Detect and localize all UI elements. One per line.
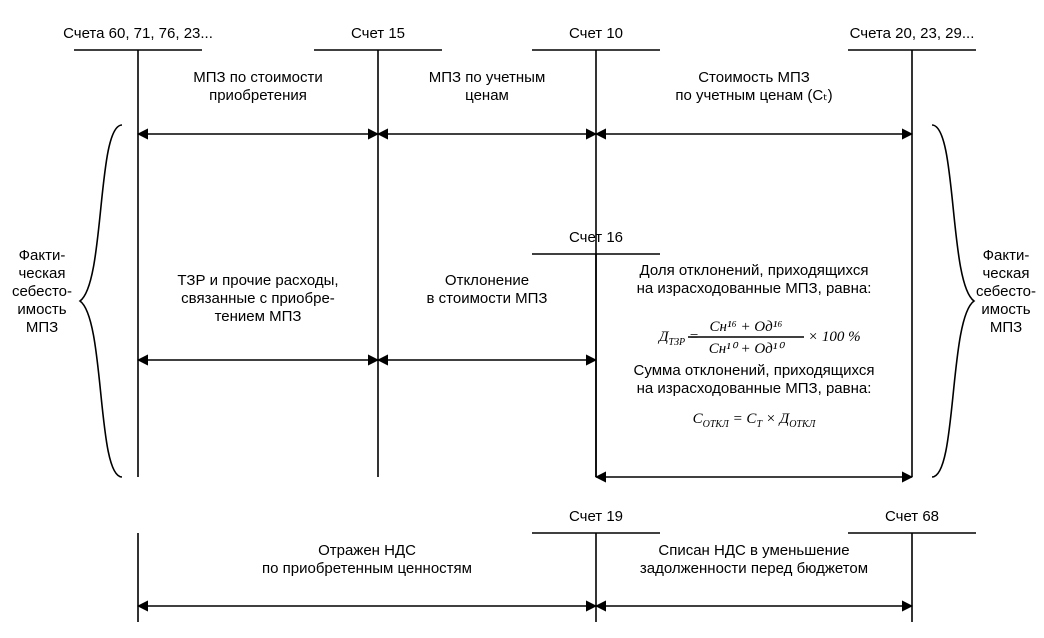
formula-eq2: CОТКЛ = CT × ДОТКЛ xyxy=(693,411,817,430)
formula-intro-0: Доля отклонений, приходящихся xyxy=(640,262,869,279)
brace-left-label-0: Факти- xyxy=(19,247,66,264)
formula-intro2-1: на израсходованные МПЗ, равна: xyxy=(637,380,872,397)
acct-16-label: Счет 16 xyxy=(569,229,623,246)
formula-frac-top: Сн¹⁶ + Од¹⁶ xyxy=(710,319,783,335)
brace-left-label-3: имость xyxy=(17,301,66,318)
arrow-nds-write-label-0: Списан НДС в уменьшение xyxy=(658,542,849,559)
arrow-tzr-label-2: тением МПЗ xyxy=(215,308,302,325)
brace-right-label-2: себесто- xyxy=(976,283,1036,300)
formula-intro-1: на израсходованные МПЗ, равна: xyxy=(637,280,872,297)
acct-19-label: Счет 19 xyxy=(569,508,623,525)
brace-right xyxy=(932,125,974,477)
accounting-diagram: Счета 60, 71, 76, 23... Счет 15 Счет 10 Сче… xyxy=(0,0,1044,638)
brace-right-label-0: Факти- xyxy=(983,247,1030,264)
arrow-deviation-label-1: в стоимости МПЗ xyxy=(427,290,548,307)
brace-left xyxy=(80,125,122,477)
acct-10-label: Счет 10 xyxy=(569,25,623,42)
arrow-mpz-acct-label-1: ценам xyxy=(465,87,509,104)
arrow-deviation-label-0: Отклонение xyxy=(445,272,529,289)
brace-left-label-2: себесто- xyxy=(12,283,72,300)
brace-right-label-3: имость xyxy=(981,301,1030,318)
arrow-mpz-value-label-1: по учетным ценам (Cₜ) xyxy=(675,87,832,104)
arrow-mpz-cost-label-1: приобретения xyxy=(209,87,307,104)
acct-68-label: Счет 68 xyxy=(885,508,939,525)
arrow-mpz-value-label-0: Стоимость МПЗ xyxy=(698,69,810,86)
formula-intro2-0: Сумма отклонений, приходящихся xyxy=(634,362,875,379)
acct-15-label: Счет 15 xyxy=(351,25,405,42)
acct-20-label: Счета 20, 23, 29... xyxy=(850,25,975,42)
brace-left-label-4: МПЗ xyxy=(26,319,58,336)
formula-eq1-tail: × 100 % xyxy=(808,329,861,345)
formula-eq1-lhs: ДТЗР = xyxy=(657,329,699,348)
acct-60-label: Счета 60, 71, 76, 23... xyxy=(63,25,213,42)
arrow-tzr-label-1: связанные с приобре- xyxy=(181,290,335,307)
arrow-nds-write-label-1: задолженности перед бюджетом xyxy=(640,560,868,577)
arrow-nds-refl-label-1: по приобретенным ценностям xyxy=(262,560,472,577)
arrow-mpz-cost-label-0: МПЗ по стоимости xyxy=(193,69,322,86)
arrow-mpz-acct-label-0: МПЗ по учетным xyxy=(429,69,546,86)
brace-left-label-1: ческая xyxy=(18,265,65,282)
arrow-nds-refl-label-0: Отражен НДС xyxy=(318,542,416,559)
formula-frac-bot: Сн¹⁰ + Од¹⁰ xyxy=(709,341,785,357)
brace-right-label-4: МПЗ xyxy=(990,319,1022,336)
arrow-tzr-label-0: ТЗР и прочие расходы, xyxy=(177,272,338,289)
brace-right-label-1: ческая xyxy=(982,265,1029,282)
